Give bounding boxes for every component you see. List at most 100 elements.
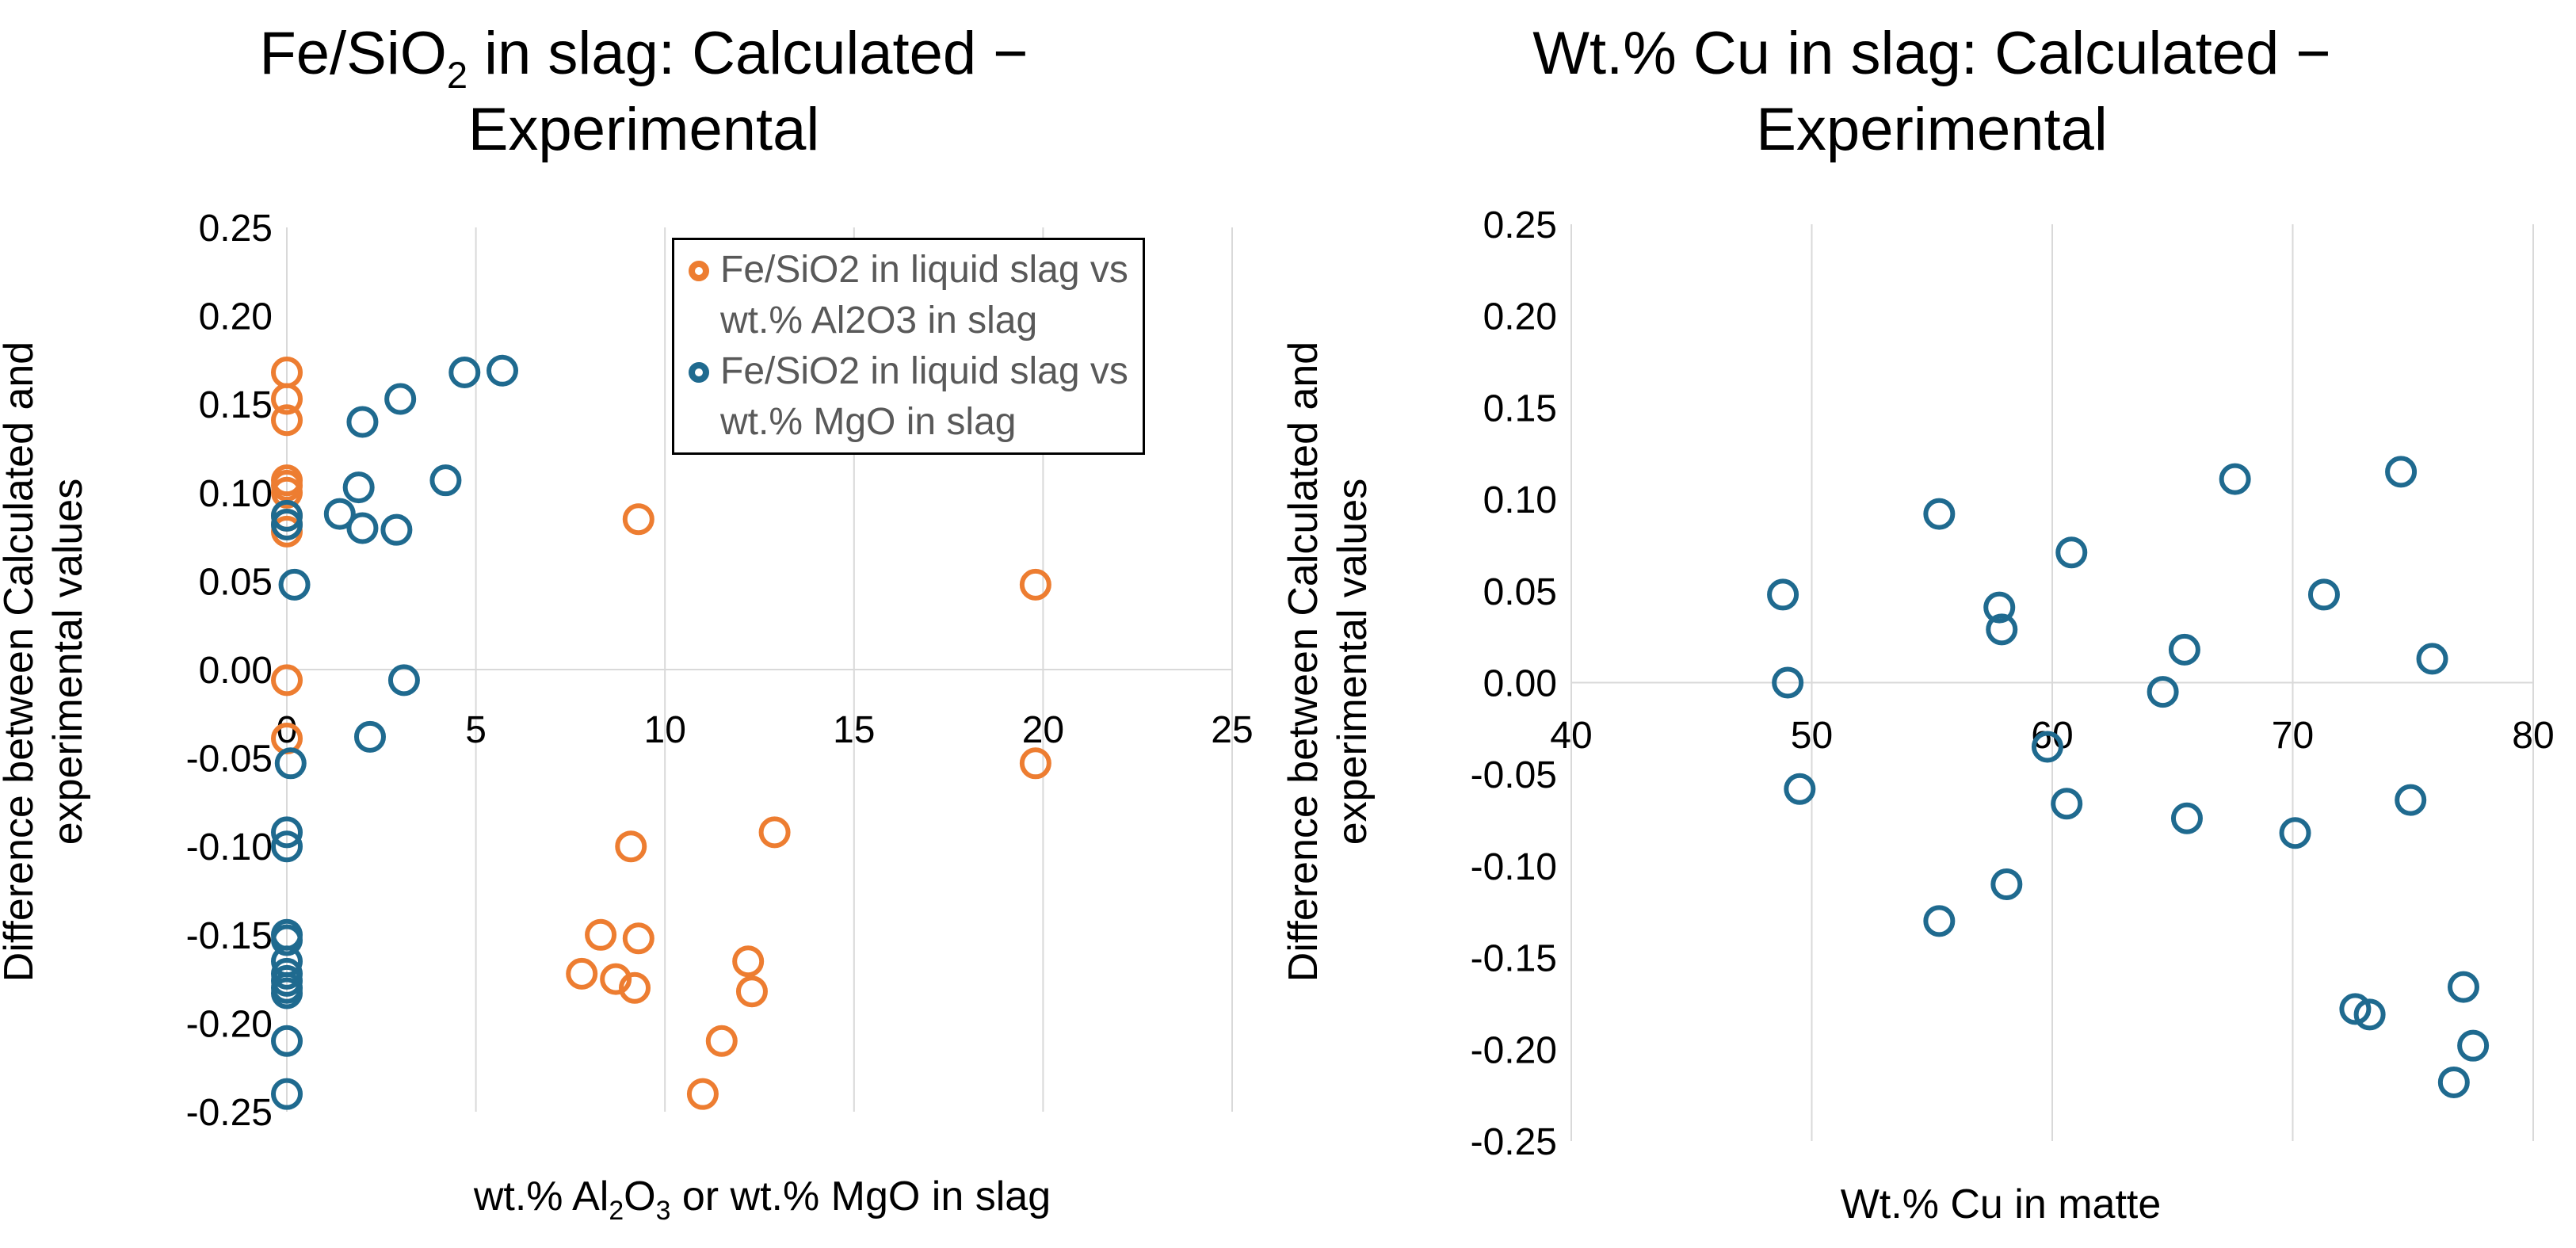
- legend-text-al2o3: Fe/SiO2 in liquid slag vs wt.% Al2O3 in …: [720, 245, 1128, 346]
- data-point-series-1: [353, 720, 386, 753]
- data-point-series-0: [1772, 666, 1804, 699]
- data-point-series-1: [323, 498, 356, 530]
- chart-right-title-line2: Experimental: [1756, 96, 2108, 163]
- y-tick-label: 0.10: [199, 473, 273, 515]
- legend-marker-mgo: [689, 362, 709, 383]
- data-point-series-0: [2339, 993, 2372, 1025]
- data-point-series-1: [429, 464, 462, 497]
- data-point-series-0: [1767, 578, 1799, 611]
- x-tick-label: 0: [277, 709, 298, 751]
- chart-right-title-line1: Wt.% Cu in slag: Calculated −: [1532, 20, 2331, 87]
- data-point-series-0: [600, 963, 632, 995]
- data-point-series-0: [1923, 905, 1956, 937]
- chart-right: Wt.% Cu in slag: Calculated − Experiment…: [1280, 0, 2576, 1248]
- data-point-series-1: [342, 471, 375, 504]
- y-tick-label: 0.20: [199, 296, 273, 338]
- data-point-series-0: [2170, 802, 2203, 834]
- data-point-series-0: [732, 945, 765, 978]
- data-point-series-0: [2457, 1029, 2490, 1062]
- x-tick-label: 25: [1211, 709, 1253, 751]
- data-point-series-0: [2395, 784, 2427, 816]
- data-point-series-0: [2031, 731, 2063, 763]
- data-point-series-1: [346, 512, 379, 544]
- chart-left-title-line1: Fe/SiO2 in slag: Calculated −: [259, 20, 1028, 96]
- y-tick-label: 0.15: [1483, 387, 1557, 429]
- data-point-series-0: [758, 816, 791, 849]
- data-point-series-0: [2168, 633, 2200, 666]
- data-point-series-0: [566, 957, 598, 990]
- legend-entry-mgo: Fe/SiO2 in liquid slag vs wt.% MgO in sl…: [689, 346, 1128, 448]
- y-tick-label: -0.25: [1471, 1121, 1557, 1163]
- data-point-series-1: [384, 383, 417, 415]
- y-tick-label: 0.00: [1483, 663, 1557, 705]
- chart-left-legend: Fe/SiO2 in liquid slag vs wt.% Al2O3 in …: [672, 238, 1145, 455]
- data-point-series-0: [2353, 998, 2386, 1031]
- chart-left-title-line2: Experimental: [467, 96, 820, 163]
- y-tick-label: -0.05: [186, 738, 273, 780]
- data-point-series-0: [619, 971, 651, 1004]
- data-point-series-0: [2055, 536, 2088, 569]
- data-point-series-0: [2279, 817, 2311, 849]
- data-point-series-0: [622, 922, 654, 955]
- legend-text-mgo-line1: Fe/SiO2 in liquid slag vs: [720, 350, 1128, 392]
- x-tick-label: 50: [1791, 715, 1833, 757]
- chart-left: Fe/SiO2 in slag: Calculated − Experiment…: [0, 16, 1288, 1226]
- data-point-series-0: [271, 383, 303, 415]
- x-tick-label: 40: [1550, 715, 1592, 757]
- data-point-series-1: [271, 1025, 303, 1057]
- data-point-series-0: [1923, 498, 1956, 530]
- x-tick-label: 15: [833, 709, 875, 751]
- y-tick-label: 0.05: [1483, 571, 1557, 613]
- y-tick-label: -0.20: [186, 1003, 273, 1045]
- legend-text-al2o3-line1: Fe/SiO2 in liquid slag vs: [720, 249, 1128, 291]
- x-tick-label: 10: [644, 709, 686, 751]
- data-point-series-1: [271, 1078, 303, 1110]
- legend-text-mgo-line2: wt.% MgO in slag: [720, 401, 1017, 443]
- y-tick-label: -0.05: [1471, 754, 1557, 796]
- data-point-series-0: [2219, 463, 2251, 495]
- y-tick-label: 0.25: [1483, 204, 1557, 246]
- data-point-series-0: [622, 503, 654, 536]
- data-point-series-0: [271, 476, 303, 509]
- data-point-series-1: [271, 499, 303, 532]
- y-tick-label: 0.10: [1483, 479, 1557, 521]
- chart-left-x-axis-label: wt.% Al2O3 or wt.% MgO in slag: [473, 1174, 1051, 1226]
- chart-right-title: Wt.% Cu in slag: Calculated − Experiment…: [1288, 16, 2576, 168]
- data-point-series-0: [1986, 613, 2018, 646]
- data-point-series-0: [2307, 578, 2340, 611]
- data-point-series-1: [387, 664, 420, 697]
- data-point-series-0: [271, 664, 303, 697]
- y-tick-label: 0.20: [1483, 296, 1557, 338]
- data-point-series-0: [585, 918, 617, 951]
- data-point-series-0: [1019, 568, 1051, 601]
- data-point-series-1: [271, 830, 303, 863]
- x-tick-label: 5: [465, 709, 487, 751]
- data-point-series-0: [2051, 788, 2083, 820]
- data-point-series-0: [735, 975, 768, 1008]
- data-point-series-0: [2147, 676, 2179, 708]
- data-point-series-1: [271, 508, 303, 540]
- data-point-series-0: [705, 1025, 738, 1057]
- legend-text-al2o3-line2: wt.% Al2O3 in slag: [720, 300, 1038, 342]
- data-point-series-1: [346, 406, 379, 438]
- y-tick-label: 0.25: [199, 208, 273, 250]
- data-point-series-1: [278, 568, 311, 601]
- y-tick-label: -0.15: [1471, 938, 1557, 980]
- data-point-series-1: [271, 924, 303, 956]
- data-point-series-0: [1983, 591, 2016, 624]
- data-point-series-1: [448, 357, 481, 389]
- y-tick-label: -0.25: [186, 1092, 273, 1134]
- x-tick-label: 70: [2272, 715, 2314, 757]
- chart-left-title: Fe/SiO2 in slag: Calculated − Experiment…: [0, 16, 1288, 168]
- y-tick-label: 0.00: [199, 650, 273, 692]
- y-tick-label: -0.10: [1471, 846, 1557, 888]
- data-point-series-0: [2416, 643, 2448, 675]
- data-point-series-0: [2437, 1066, 2470, 1098]
- y-tick-label: -0.20: [1471, 1029, 1557, 1071]
- y-tick-label: -0.15: [186, 915, 273, 957]
- x-tick-label: 20: [1022, 709, 1064, 751]
- chart-right-plot: -0.25 -0.20 -0.15 -0.10 -0.05 0.00 0.05 0.10 0.1…: [1471, 204, 2555, 1163]
- data-point-series-0: [2385, 456, 2418, 488]
- y-tick-label: -0.10: [186, 826, 273, 868]
- legend-entry-al2o3: Fe/SiO2 in liquid slag vs wt.% Al2O3 in …: [689, 245, 1128, 346]
